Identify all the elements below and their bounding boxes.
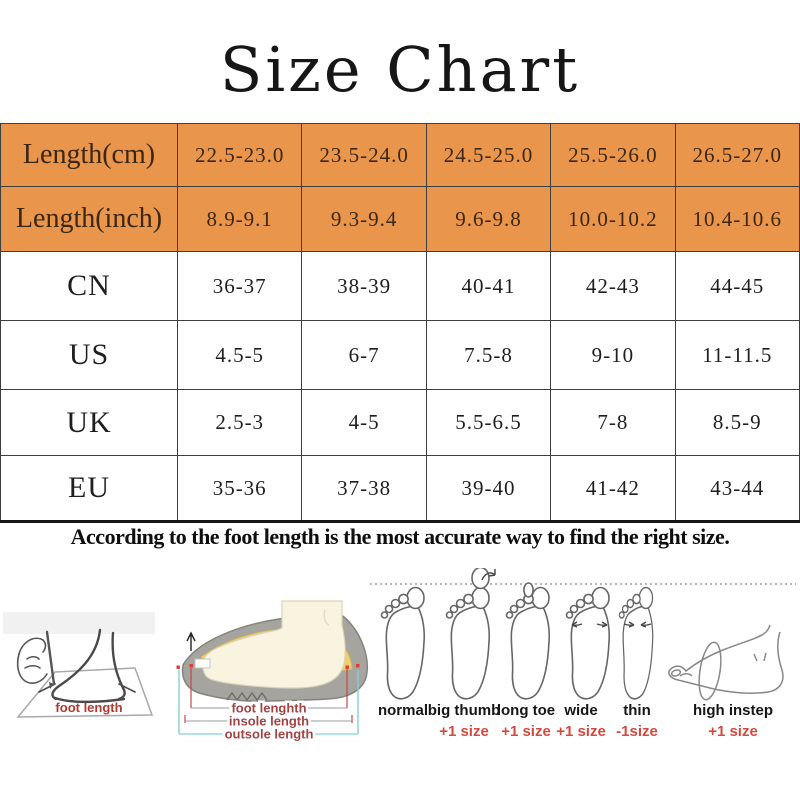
size-value-cell: 26.5-27.0: [674, 123, 800, 187]
foot-type-name: long toe: [496, 702, 556, 719]
outsole-length-line-label: outsole length: [225, 727, 314, 742]
size-value-cell: 25.5-26.0: [550, 123, 676, 187]
table-row-eu: EU 35-36 37-38 39-40 41-42 43-44: [0, 455, 800, 523]
foot-types-illustration: [370, 568, 796, 701]
thin-arrows: [623, 621, 652, 628]
size-value-cell: 36-37: [176, 251, 303, 321]
sole-tread: [226, 691, 268, 702]
note-text: According to the foot length is the most…: [70, 524, 730, 549]
foot-type-name: wide: [564, 702, 598, 719]
footprint-thin: [618, 586, 654, 700]
foot-type-normal: normal: [348, 702, 458, 741]
size-value-cell: 35-36: [176, 455, 303, 523]
size-value-cell: 6-7: [301, 320, 427, 390]
size-value-cell: 9.6-9.8: [425, 186, 552, 252]
row-label-cell: Length(inch): [0, 186, 178, 252]
size-value-cell: 40-41: [425, 251, 552, 321]
foot-shape: [201, 600, 346, 689]
background-shade: [3, 612, 155, 634]
row-label-cell: CN: [0, 251, 178, 321]
toe-tag: [194, 658, 211, 669]
size-value-cell: 37-38: [301, 455, 427, 523]
size-value-cell: 44-45: [674, 251, 800, 321]
wide-arrows: [571, 621, 608, 628]
foot-type-wide: wide +1 size: [526, 702, 636, 741]
big-thumb-annotation: [471, 568, 496, 590]
size-value-cell: 22.5-23.0: [176, 123, 303, 187]
table-row-us: US 4.5-5 6-7 7.5-8 9-10 11-11.5: [0, 320, 800, 390]
foot-length-label: foot length: [55, 700, 122, 715]
leg-shading: [323, 609, 330, 626]
foot-measuring-illustration: foot length: [3, 612, 155, 718]
size-value-cell: 23.5-24.0: [301, 123, 427, 187]
footprint-normal: [380, 586, 426, 700]
row-label-cell: EU: [0, 455, 178, 523]
long-toe-annotation: [523, 582, 534, 598]
hand-with-pen-icon: [16, 630, 56, 689]
foot-type-adjust: +1 size: [556, 723, 606, 740]
instep-circle: [698, 641, 722, 701]
size-guide-illustrations: foot length: [0, 560, 800, 800]
table-row-uk: UK 2.5-3 4-5 5.5-6.5 7-8 8.5-9: [0, 389, 800, 456]
table-row-length-cm: Length(cm) 22.5-23.0 23.5-24.0 24.5-25.0…: [0, 123, 800, 187]
size-value-cell: 38-39: [301, 251, 427, 321]
size-value-cell: 39-40: [425, 455, 552, 523]
size-value-cell: 42-43: [550, 251, 676, 321]
size-value-cell: 9-10: [550, 320, 676, 390]
size-value-cell: 7-8: [550, 389, 676, 456]
foot-type-adjust: -1size: [616, 723, 658, 740]
size-value-cell: 43-44: [674, 455, 800, 523]
up-arrow-icon: [186, 631, 196, 651]
table-row-length-inch: Length(inch) 8.9-9.1 9.3-9.4 9.6-9.8 10.…: [0, 186, 800, 252]
table-row-cn: CN 36-37 38-39 40-41 42-43 44-45: [0, 251, 800, 321]
foot-type-adjust: +1 size: [439, 723, 489, 740]
foot-type-name: big thumb: [427, 702, 501, 719]
insole-length-line-label: insole length: [229, 714, 309, 729]
foot-type-name: high instep: [693, 702, 773, 719]
size-value-cell: 24.5-25.0: [425, 123, 552, 187]
size-value-cell: 4.5-5: [176, 320, 303, 390]
foot-type-thin: thin -1size: [582, 702, 692, 741]
size-chart-table: Length(cm) 22.5-23.0 23.5-24.0 24.5-25.0…: [0, 123, 800, 523]
foot-length-line-label: foot lenghth: [231, 701, 306, 716]
measure-endpoints: [176, 664, 360, 669]
size-value-cell: 10.4-10.6: [674, 186, 800, 252]
foot-type-high-instep: high instep +1 size: [678, 702, 788, 741]
footprint-wide: [565, 586, 611, 700]
footprint-big-thumb: [445, 586, 491, 700]
size-value-cell: 8.5-9: [674, 389, 800, 456]
size-value-cell: 9.3-9.4: [301, 186, 427, 252]
size-value-cell: 5.5-6.5: [425, 389, 552, 456]
size-value-cell: 7.5-8: [425, 320, 552, 390]
size-value-cell: 41-42: [550, 455, 676, 523]
row-label-cell: US: [0, 320, 178, 390]
row-label-cell: UK: [0, 389, 178, 456]
size-value-cell: 4-5: [301, 389, 427, 456]
foot-type-name: normal: [377, 702, 428, 719]
shoe-length-diagram: foot lenghth insole length outsole lengt…: [176, 600, 369, 744]
high-instep-foot: [668, 624, 784, 701]
row-label-cell: Length(cm): [0, 123, 178, 187]
page-title: Size Chart: [219, 33, 581, 106]
size-value-cell: 10.0-10.2: [550, 186, 676, 252]
foot-type-long-toe: long toe +1 size: [471, 702, 581, 741]
foot-type-name: thin: [623, 702, 651, 719]
size-value-cell: 2.5-3: [176, 389, 303, 456]
foot-type-big-thumb: big thumb +1 size: [409, 702, 519, 741]
measurement-lines: [178, 668, 359, 735]
shoe-measure-labels: foot lenghth insole length outsole lengt…: [222, 698, 316, 744]
footprint-long-toe: [505, 586, 551, 700]
foot-type-adjust: +1 size: [501, 723, 551, 740]
size-value-cell: 11-11.5: [674, 320, 800, 390]
foot-type-adjust: +1 size: [708, 723, 758, 740]
size-value-cell: 8.9-9.1: [176, 186, 303, 252]
